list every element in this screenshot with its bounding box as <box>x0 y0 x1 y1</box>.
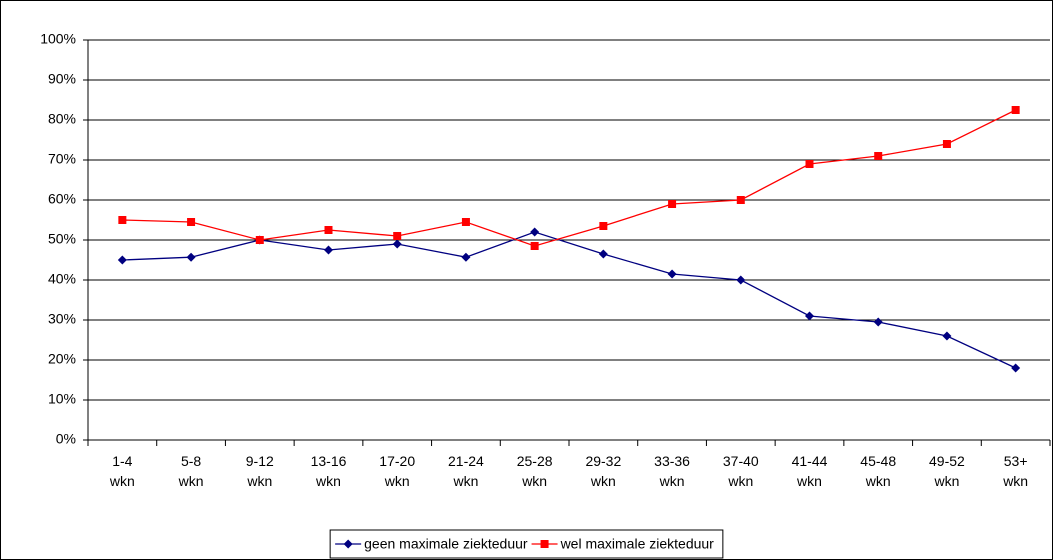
x-tick-label: 41-44 wkn <box>792 453 828 489</box>
marker <box>118 216 127 224</box>
x-tick-label: 13-16 wkn <box>311 453 347 489</box>
marker <box>1011 106 1020 114</box>
marker <box>1011 363 1021 373</box>
marker <box>873 317 883 327</box>
marker <box>186 252 196 262</box>
legend-label: wel maximale ziekteduur <box>560 536 715 552</box>
marker <box>805 311 814 321</box>
marker <box>461 252 471 262</box>
x-tick-label: 17-20 wkn <box>379 453 415 489</box>
x-tick-label: 9-12 wkn <box>246 453 274 489</box>
series-line <box>122 231 1016 369</box>
x-tick-label: 25-28 wkn <box>517 453 553 489</box>
marker <box>393 232 402 240</box>
x-tick-label: 1-4 wkn <box>109 453 135 489</box>
legend-label: geen maximale ziekteduur <box>364 536 528 552</box>
legend-box <box>329 529 724 559</box>
marker <box>667 269 677 279</box>
y-tick-label: 70% <box>48 151 76 167</box>
marker <box>187 218 196 226</box>
x-tick-label: 37-40 wkn <box>723 453 759 489</box>
y-tick-label: 90% <box>48 71 76 87</box>
marker <box>668 200 677 208</box>
marker <box>255 236 264 244</box>
legend: geen maximale ziekteduur wel maximale zie… <box>329 529 724 559</box>
marker <box>461 218 470 226</box>
y-tick-label: 50% <box>48 231 76 247</box>
y-tick-label: 10% <box>48 391 76 407</box>
marker <box>324 245 333 255</box>
marker <box>736 196 745 204</box>
marker <box>343 539 353 549</box>
y-tick-label: 100% <box>40 31 76 47</box>
marker <box>530 227 540 237</box>
x-tick-label: 45-48 wkn <box>860 453 896 489</box>
marker <box>874 152 883 160</box>
marker <box>530 242 539 250</box>
y-tick-label: 0% <box>56 431 76 447</box>
x-tick-label: 53+ wkn <box>1002 453 1028 489</box>
marker <box>942 331 952 341</box>
series-line <box>122 109 1016 247</box>
legend-item: geen maximale ziekteduur <box>335 536 528 552</box>
y-tick-label: 80% <box>48 111 76 127</box>
marker <box>117 255 127 265</box>
marker <box>805 160 814 168</box>
marker <box>540 540 549 548</box>
x-tick-label: 33-36 wkn <box>654 453 690 489</box>
y-tick-label: 20% <box>48 351 76 367</box>
legend-item: wel maximale ziekteduur <box>531 536 715 552</box>
y-tick-label: 30% <box>48 311 76 327</box>
y-tick-label: 60% <box>48 191 76 207</box>
marker <box>736 275 746 285</box>
marker <box>599 222 608 230</box>
x-tick-label: 29-32 wkn <box>585 453 621 489</box>
marker <box>392 239 402 249</box>
marker <box>942 140 951 148</box>
x-tick-label: 49-52 wkn <box>929 453 965 489</box>
x-tick-label: 21-24 wkn <box>448 453 484 489</box>
y-tick-label: 40% <box>48 271 76 287</box>
marker <box>324 226 333 234</box>
x-tick-label: 5-8 wkn <box>178 453 204 489</box>
marker <box>598 249 608 259</box>
